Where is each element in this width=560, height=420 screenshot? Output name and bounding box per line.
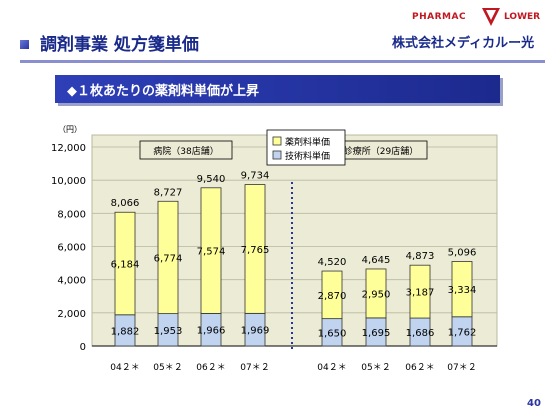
data-label-total: 5,096 bbox=[448, 247, 477, 258]
x-tick-label: 07＊２ bbox=[240, 363, 269, 373]
legend-swatch bbox=[272, 150, 282, 160]
data-label-total: 4,645 bbox=[362, 255, 391, 266]
logo-brand-right: LOWER bbox=[504, 12, 541, 22]
y-tick-label: 2,000 bbox=[57, 309, 86, 320]
x-tick-label: 06２＊ bbox=[405, 363, 434, 373]
plot-background bbox=[91, 134, 498, 347]
data-label-total: 9,734 bbox=[241, 171, 270, 182]
data-label-tech: 1,762 bbox=[448, 327, 477, 338]
bar-segment-drug bbox=[409, 264, 431, 319]
y-tick-label: 6,000 bbox=[57, 243, 86, 254]
group-label: 診療所（29店舗） bbox=[344, 145, 418, 157]
group-label: 病院（38店舗） bbox=[153, 145, 218, 157]
data-label-drug: 3,187 bbox=[406, 288, 435, 299]
data-label-drug: 6,184 bbox=[111, 260, 140, 271]
legend-swatch bbox=[272, 136, 282, 146]
page-title: 調剤事業 処方箋単価 bbox=[40, 35, 199, 55]
data-label-drug: 7,574 bbox=[197, 247, 226, 258]
bar-segment-drug bbox=[321, 270, 343, 320]
title-bullet-icon bbox=[20, 40, 29, 49]
data-label-total: 8,066 bbox=[111, 198, 140, 209]
bar-segment-drug bbox=[157, 200, 179, 315]
subtitle-banner: ◆１枚あたりの薬剤料単価が上昇 bbox=[55, 75, 500, 103]
data-label-total: 4,520 bbox=[318, 257, 347, 268]
data-label-tech: 1,969 bbox=[241, 326, 270, 337]
data-label-tech: 1,953 bbox=[154, 326, 183, 337]
flower-logo-icon bbox=[482, 8, 500, 26]
data-label-drug: 3,334 bbox=[448, 285, 477, 296]
data-label-drug: 2,950 bbox=[362, 289, 391, 300]
data-label-tech: 1,966 bbox=[197, 326, 226, 337]
company-logo: PHARMAC LOWER 株式会社メディカルー光 bbox=[392, 6, 552, 66]
data-label-tech: 1,650 bbox=[318, 328, 347, 339]
data-label-drug: 6,774 bbox=[154, 253, 183, 264]
y-tick-label: 10,000 bbox=[51, 176, 86, 187]
bar-segment-drug bbox=[365, 268, 387, 319]
y-tick-label: 12,000 bbox=[51, 143, 86, 154]
page-number: 40 bbox=[527, 398, 541, 409]
bar-segment-drug bbox=[114, 211, 136, 316]
bar-segment-drug bbox=[244, 184, 266, 314]
legend-entry: 技術料単価 bbox=[285, 150, 330, 162]
legend-entry: 薬剤料単価 bbox=[285, 136, 330, 148]
bar-segment-drug bbox=[451, 261, 473, 318]
x-tick-label: 07＊２ bbox=[447, 363, 476, 373]
banner-text: ◆１枚あたりの薬剤料単価が上昇 bbox=[67, 84, 259, 99]
data-label-tech: 1,882 bbox=[111, 326, 140, 337]
bar-segment-drug bbox=[200, 187, 222, 314]
data-label-drug: 7,765 bbox=[241, 245, 270, 256]
unit-label: （円） bbox=[58, 125, 82, 134]
logo-brand-left: PHARMAC bbox=[412, 12, 467, 22]
logo-company-name: 株式会社メディカルー光 bbox=[392, 36, 535, 51]
y-tick-label: 8,000 bbox=[57, 209, 86, 220]
x-tick-label: 05＊２ bbox=[361, 363, 390, 373]
data-label-drug: 2,870 bbox=[318, 291, 347, 302]
x-tick-label: 06２＊ bbox=[196, 363, 225, 373]
data-label-total: 9,540 bbox=[197, 174, 226, 185]
y-tick-label: 0 bbox=[80, 342, 86, 353]
header-divider bbox=[20, 60, 545, 63]
x-tick-label: 04２＊ bbox=[110, 363, 139, 373]
x-tick-label: 04２＊ bbox=[317, 363, 346, 373]
group-label-box bbox=[139, 140, 233, 160]
data-label-total: 4,873 bbox=[406, 251, 435, 262]
x-tick-label: 05＊２ bbox=[153, 363, 182, 373]
data-label-total: 8,727 bbox=[154, 187, 183, 198]
y-tick-label: 4,000 bbox=[57, 276, 86, 287]
data-label-tech: 1,695 bbox=[362, 328, 391, 339]
data-label-tech: 1,686 bbox=[406, 328, 435, 339]
